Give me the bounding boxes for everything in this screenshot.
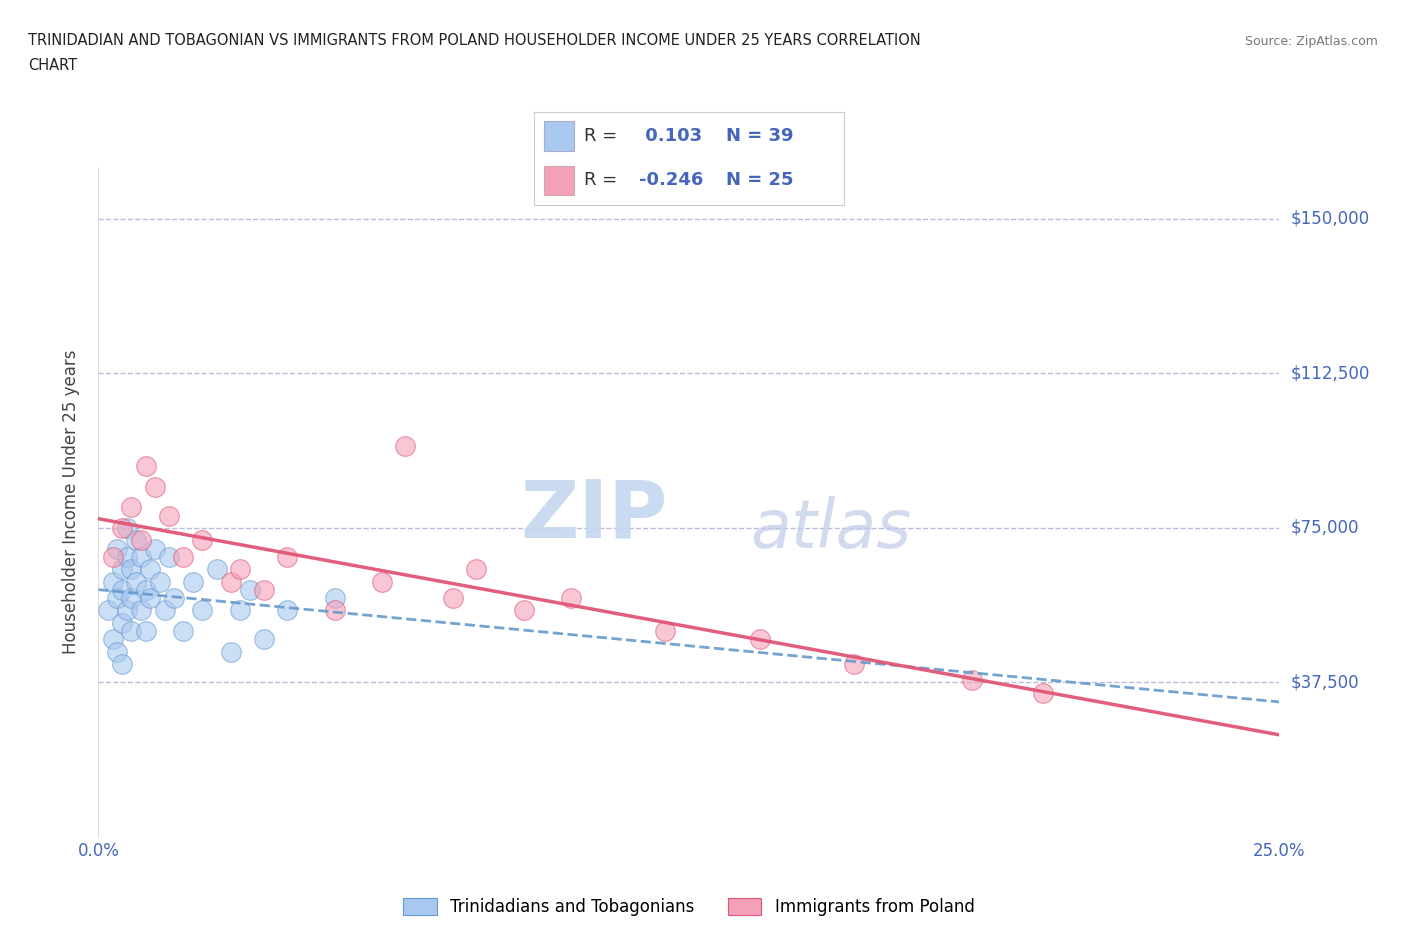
- Point: [191, 603, 214, 618]
- Text: atlas: atlas: [751, 496, 911, 562]
- Point: [441, 591, 464, 605]
- Point: [105, 591, 128, 605]
- Legend: Trinidadians and Tobagonians, Immigrants from Poland: Trinidadians and Tobagonians, Immigrants…: [404, 897, 974, 916]
- Text: $150,000: $150,000: [1291, 210, 1369, 228]
- Point: [125, 533, 148, 548]
- Bar: [544, 166, 575, 195]
- Point: [181, 574, 204, 589]
- Text: R =: R =: [583, 126, 617, 145]
- Point: [129, 603, 152, 618]
- Text: $112,500: $112,500: [1291, 365, 1369, 382]
- Point: [135, 582, 157, 597]
- Text: CHART: CHART: [28, 58, 77, 73]
- Point: [253, 631, 276, 646]
- Point: [172, 550, 194, 565]
- Point: [101, 574, 124, 589]
- Point: [139, 591, 162, 605]
- Point: [191, 533, 214, 548]
- Point: [135, 458, 157, 473]
- Point: [97, 603, 120, 618]
- Point: [121, 562, 143, 577]
- Text: Source: ZipAtlas.com: Source: ZipAtlas.com: [1244, 35, 1378, 48]
- Point: [115, 550, 138, 565]
- Point: [153, 603, 176, 618]
- Point: [371, 574, 394, 589]
- Text: ZIP: ZIP: [520, 476, 668, 554]
- Point: [748, 631, 770, 646]
- Point: [512, 603, 534, 618]
- Point: [323, 603, 346, 618]
- Point: [157, 550, 180, 565]
- Point: [121, 591, 143, 605]
- Point: [111, 582, 134, 597]
- Point: [219, 574, 242, 589]
- Point: [129, 550, 152, 565]
- Point: [172, 623, 194, 638]
- Text: TRINIDADIAN AND TOBAGONIAN VS IMMIGRANTS FROM POLAND HOUSEHOLDER INCOME UNDER 25: TRINIDADIAN AND TOBAGONIAN VS IMMIGRANTS…: [28, 33, 921, 47]
- Text: $37,500: $37,500: [1291, 673, 1360, 692]
- Point: [143, 541, 166, 556]
- Point: [101, 550, 124, 565]
- Point: [654, 623, 676, 638]
- Y-axis label: Householder Income Under 25 years: Householder Income Under 25 years: [62, 350, 80, 655]
- Point: [219, 644, 242, 659]
- Point: [253, 582, 276, 597]
- Point: [125, 574, 148, 589]
- Text: R =: R =: [583, 171, 617, 190]
- Text: -0.246: -0.246: [640, 171, 704, 190]
- Point: [111, 616, 134, 631]
- Point: [157, 508, 180, 523]
- Point: [139, 562, 162, 577]
- Point: [323, 591, 346, 605]
- Point: [844, 657, 866, 671]
- Point: [1032, 685, 1054, 700]
- Point: [111, 521, 134, 536]
- Point: [239, 582, 262, 597]
- Point: [115, 603, 138, 618]
- Point: [101, 631, 124, 646]
- Point: [105, 644, 128, 659]
- Point: [229, 562, 252, 577]
- Point: [205, 562, 228, 577]
- Point: [149, 574, 172, 589]
- Point: [276, 550, 298, 565]
- Point: [129, 533, 152, 548]
- Point: [115, 521, 138, 536]
- Point: [465, 562, 488, 577]
- Text: N = 25: N = 25: [725, 171, 793, 190]
- Point: [121, 623, 143, 638]
- Point: [962, 673, 984, 688]
- Text: 0.103: 0.103: [640, 126, 703, 145]
- Point: [163, 591, 186, 605]
- Text: $75,000: $75,000: [1291, 519, 1360, 537]
- Point: [394, 438, 416, 453]
- Point: [229, 603, 252, 618]
- Text: N = 39: N = 39: [725, 126, 793, 145]
- Point: [143, 479, 166, 494]
- Point: [560, 591, 582, 605]
- Point: [111, 562, 134, 577]
- Point: [121, 500, 143, 515]
- Point: [105, 541, 128, 556]
- Point: [276, 603, 298, 618]
- Bar: [544, 121, 575, 151]
- Point: [135, 623, 157, 638]
- Point: [111, 657, 134, 671]
